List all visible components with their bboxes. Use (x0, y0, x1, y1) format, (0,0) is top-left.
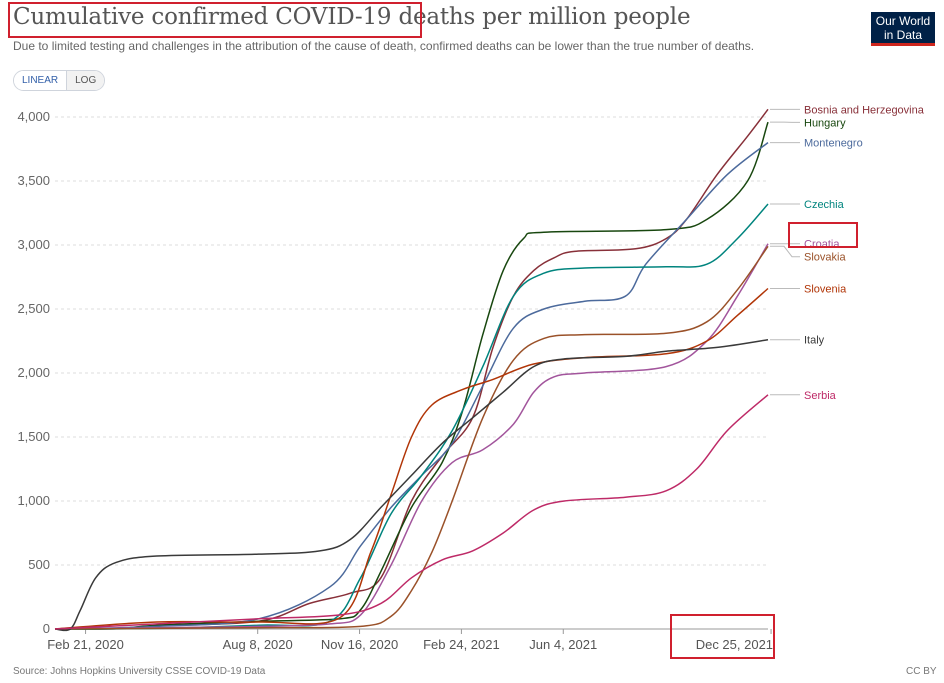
y-tick-label: 3,000 (17, 237, 50, 252)
series-label-slovakia: Slovakia (804, 252, 846, 264)
y-tick-label: 2,000 (17, 365, 50, 380)
series-label-czechia: Czechia (804, 199, 845, 211)
x-tick-label: Nov 16, 2020 (321, 637, 398, 652)
series-line-slovenia (54, 287, 769, 630)
series-line-hungary (54, 121, 769, 630)
x-tick-label: Aug 8, 2020 (223, 637, 293, 652)
logo-line-2: in Data (883, 28, 923, 42)
y-tick-label: 1,500 (17, 429, 50, 444)
series-line-slovakia (54, 245, 769, 630)
series-line-croatia (54, 243, 769, 630)
series-line-bosnia-and-herzegovina (54, 108, 769, 630)
series-label-bosnia-and-herzegovina: Bosnia and Herzegovina (804, 104, 925, 116)
y-tick-label: 3,500 (17, 173, 50, 188)
linear-scale-button[interactable]: LINEAR (14, 71, 68, 90)
logo-line-1: Our World (875, 14, 931, 28)
series-label-slovenia: Slovenia (804, 284, 847, 296)
source-note[interactable]: Source: Johns Hopkins University CSSE CO… (13, 666, 266, 677)
series-line-czechia (54, 203, 769, 630)
series-label-serbia: Serbia (804, 390, 837, 402)
license-label[interactable]: CC BY (906, 666, 937, 677)
series-line-serbia (54, 394, 769, 630)
series-label-italy: Italy (804, 335, 825, 347)
y-tick-label: 4,000 (17, 109, 50, 124)
y-tick-label: 500 (28, 557, 50, 572)
x-tick-label: Jun 4, 2021 (529, 637, 597, 652)
chart-title: Cumulative confirmed COVID-19 deaths per… (13, 4, 691, 30)
y-tick-label: 1,000 (17, 493, 50, 508)
series-label-hungary: Hungary (804, 117, 846, 129)
y-tick-label: 0 (43, 621, 50, 636)
series-label-croatia: Croatia (804, 239, 840, 251)
chart-subtitle: Due to limited testing and challenges in… (13, 39, 755, 53)
series-line-italy (54, 338, 769, 632)
x-tick-label: Dec 25, 2021 (696, 637, 773, 652)
x-tick-label: Feb 24, 2021 (423, 637, 500, 652)
owid-logo[interactable]: Our World in Data (871, 12, 935, 46)
series-line-montenegro (54, 142, 769, 630)
log-scale-button[interactable]: LOG (67, 71, 105, 90)
y-tick-label: 2,500 (17, 301, 50, 316)
x-tick-label: Feb 21, 2020 (47, 637, 124, 652)
series-label-montenegro: Montenegro (804, 138, 863, 150)
label-connector-slovakia (770, 245, 800, 258)
scale-toggle: LINEAR LOG (13, 70, 106, 91)
